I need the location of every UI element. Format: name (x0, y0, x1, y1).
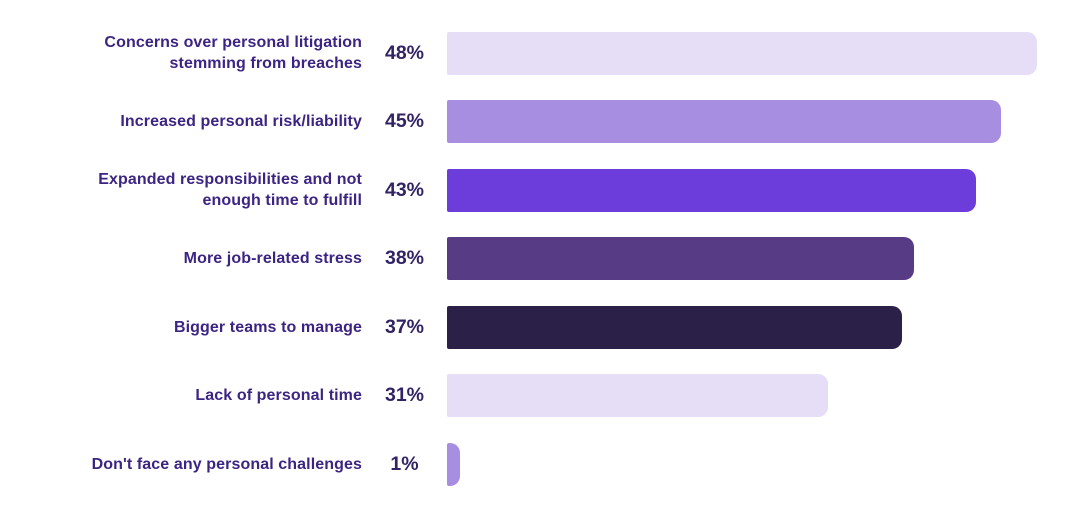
value-label: 31% (384, 384, 425, 407)
category-label: Expanded responsibilities and not enough… (98, 171, 362, 210)
bar (447, 305, 903, 349)
bar-track (447, 237, 1084, 281)
chart-row: Concerns over personal litigation stemmi… (0, 19, 1084, 88)
bar-track (447, 374, 1084, 418)
chart-row: Bigger teams to manage 37% (0, 293, 1084, 362)
bar-track (447, 305, 1084, 349)
value-label: 37% (384, 315, 425, 338)
bar-track (447, 31, 1084, 75)
bar (447, 442, 460, 486)
value-label: 1% (390, 452, 419, 475)
chart-row: Don't face any personal challenges 1% (0, 430, 1084, 499)
bar (447, 168, 976, 212)
bar (447, 374, 829, 418)
category-label: More job-related stress (183, 250, 362, 268)
bar-track (447, 100, 1084, 144)
category-label: Concerns over personal litigation stemmi… (104, 34, 362, 73)
category-label: Increased personal risk/liability (120, 113, 362, 131)
bar (447, 100, 1001, 144)
bar-track (447, 442, 1084, 486)
value-label: 45% (384, 110, 425, 133)
value-label: 43% (384, 178, 425, 201)
value-label: 38% (384, 247, 425, 270)
bar-track (447, 168, 1084, 212)
chart-row: More job-related stress 38% (0, 225, 1084, 294)
bar (447, 31, 1038, 75)
category-label: Don't face any personal challenges (91, 455, 362, 473)
chart-row: Expanded responsibilities and not enough… (0, 156, 1084, 225)
value-label: 48% (384, 41, 425, 64)
bar (447, 237, 915, 281)
category-label: Lack of personal time (195, 387, 362, 405)
category-label: Bigger teams to manage (173, 318, 362, 336)
chart-row: Increased personal risk/liability 45% (0, 88, 1084, 157)
chart-row: Lack of personal time 31% (0, 362, 1084, 431)
